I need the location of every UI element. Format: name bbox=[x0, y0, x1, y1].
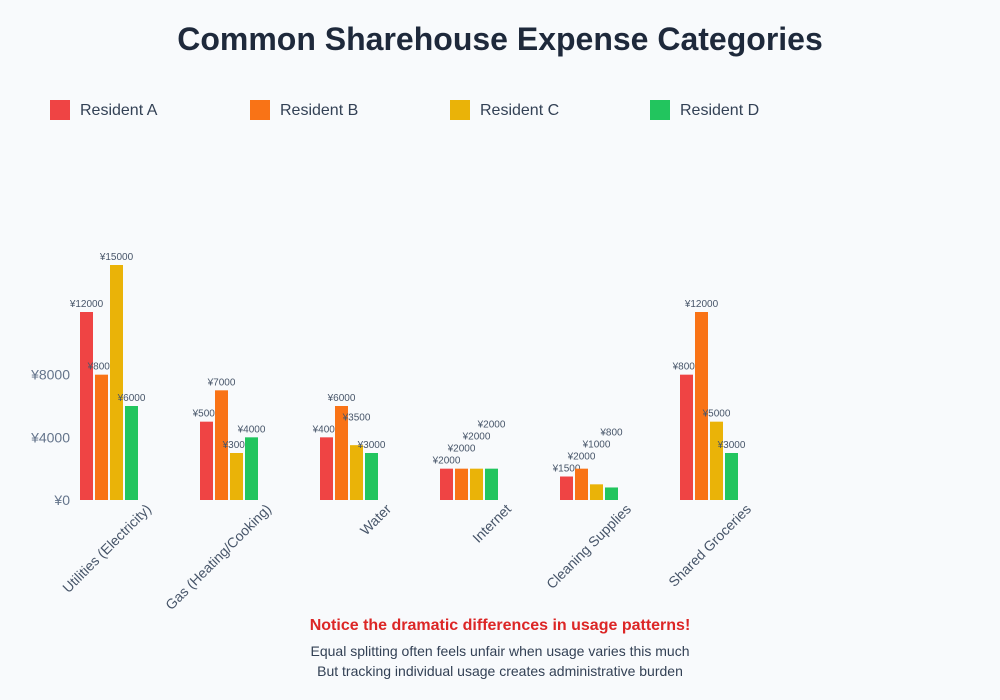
bar-value-label: ¥6000 bbox=[327, 393, 356, 404]
bar-value-label: ¥800 bbox=[599, 428, 623, 439]
bar-value-label: ¥2000 bbox=[567, 452, 596, 463]
x-tick-label: Utilities (Electricity) bbox=[59, 501, 154, 596]
y-tick-label: ¥0 bbox=[53, 492, 70, 508]
bar bbox=[365, 453, 378, 500]
bar-value-label: ¥15000 bbox=[99, 252, 134, 263]
bar bbox=[725, 453, 738, 500]
legend-label: Resident A bbox=[80, 102, 158, 119]
legend-label: Resident C bbox=[480, 102, 559, 119]
y-tick-label: ¥4000 bbox=[30, 429, 70, 445]
bar-value-label: ¥6000 bbox=[117, 393, 146, 404]
chart-title: Common Sharehouse Expense Categories bbox=[177, 21, 823, 57]
bar bbox=[95, 374, 108, 500]
bar-value-label: ¥3000 bbox=[222, 440, 251, 451]
bar bbox=[80, 312, 93, 500]
bar bbox=[440, 468, 453, 500]
bar-value-label: ¥3500 bbox=[342, 412, 371, 423]
bar-value-label: ¥2000 bbox=[477, 420, 506, 431]
bar bbox=[485, 468, 498, 500]
legend-swatch bbox=[650, 100, 670, 120]
x-tick-label: Water bbox=[357, 501, 395, 539]
bar bbox=[560, 476, 573, 500]
bar-value-label: ¥12000 bbox=[69, 299, 104, 310]
legend-swatch bbox=[250, 100, 270, 120]
y-axis: ¥0 ¥4000 ¥8000 bbox=[30, 367, 70, 508]
bar-value-label: ¥4000 bbox=[312, 424, 341, 435]
x-axis: Utilities (Electricity) Gas (Heating/Cook… bbox=[59, 501, 754, 613]
bar bbox=[470, 468, 483, 500]
bar-value-label: ¥5000 bbox=[702, 409, 731, 420]
bar-value-label: ¥4000 bbox=[237, 424, 266, 435]
legend-swatch bbox=[50, 100, 70, 120]
bar bbox=[575, 468, 588, 500]
legend-swatch bbox=[450, 100, 470, 120]
bar bbox=[335, 406, 348, 500]
bar bbox=[350, 445, 363, 500]
bars: ¥12000 ¥8000 ¥15000 ¥6000 ¥5000 ¥7000 ¥3000 ¥40… bbox=[69, 252, 746, 500]
bar bbox=[605, 487, 618, 500]
bar bbox=[590, 484, 603, 500]
bar bbox=[320, 437, 333, 500]
bar-value-label: ¥1500 bbox=[552, 464, 581, 475]
bar bbox=[455, 468, 468, 500]
bar bbox=[245, 437, 258, 500]
bar-value-label: ¥8000 bbox=[672, 362, 701, 373]
bar-value-label: ¥8000 bbox=[87, 362, 116, 373]
bar bbox=[125, 406, 138, 500]
bar-value-label: ¥2000 bbox=[462, 432, 491, 443]
bar bbox=[695, 312, 708, 500]
bar-value-label: ¥12000 bbox=[684, 299, 719, 310]
legend-label: Resident D bbox=[680, 102, 759, 119]
x-tick-label: Internet bbox=[469, 501, 514, 546]
bar bbox=[230, 453, 243, 500]
x-tick-label: Gas (Heating/Cooking) bbox=[162, 501, 274, 613]
bar-value-label: ¥2000 bbox=[447, 444, 476, 455]
highlight-annotation: Notice the dramatic differences in usage… bbox=[310, 617, 691, 634]
bar bbox=[680, 374, 693, 500]
bar-value-label: ¥3000 bbox=[717, 440, 746, 451]
legend: Resident A Resident B Resident C Resident D bbox=[50, 100, 759, 120]
bar bbox=[200, 421, 213, 500]
bar bbox=[215, 390, 228, 500]
bar-value-label: ¥2000 bbox=[432, 456, 461, 467]
annotation-line-2: But tracking individual usage creates ad… bbox=[317, 663, 683, 679]
bar-value-label: ¥3000 bbox=[357, 440, 386, 451]
bar-value-label: ¥1000 bbox=[582, 440, 611, 451]
bar-value-label: ¥7000 bbox=[207, 377, 236, 388]
legend-label: Resident B bbox=[280, 102, 358, 119]
bar bbox=[710, 421, 723, 500]
x-tick-label: Shared Groceries bbox=[665, 501, 754, 590]
annotation-line-1: Equal splitting often feels unfair when … bbox=[311, 643, 690, 659]
bar-value-label: ¥5000 bbox=[192, 409, 221, 420]
x-tick-label: Cleaning Supplies bbox=[543, 501, 634, 592]
y-tick-label: ¥8000 bbox=[30, 367, 70, 383]
bar bbox=[110, 265, 123, 500]
